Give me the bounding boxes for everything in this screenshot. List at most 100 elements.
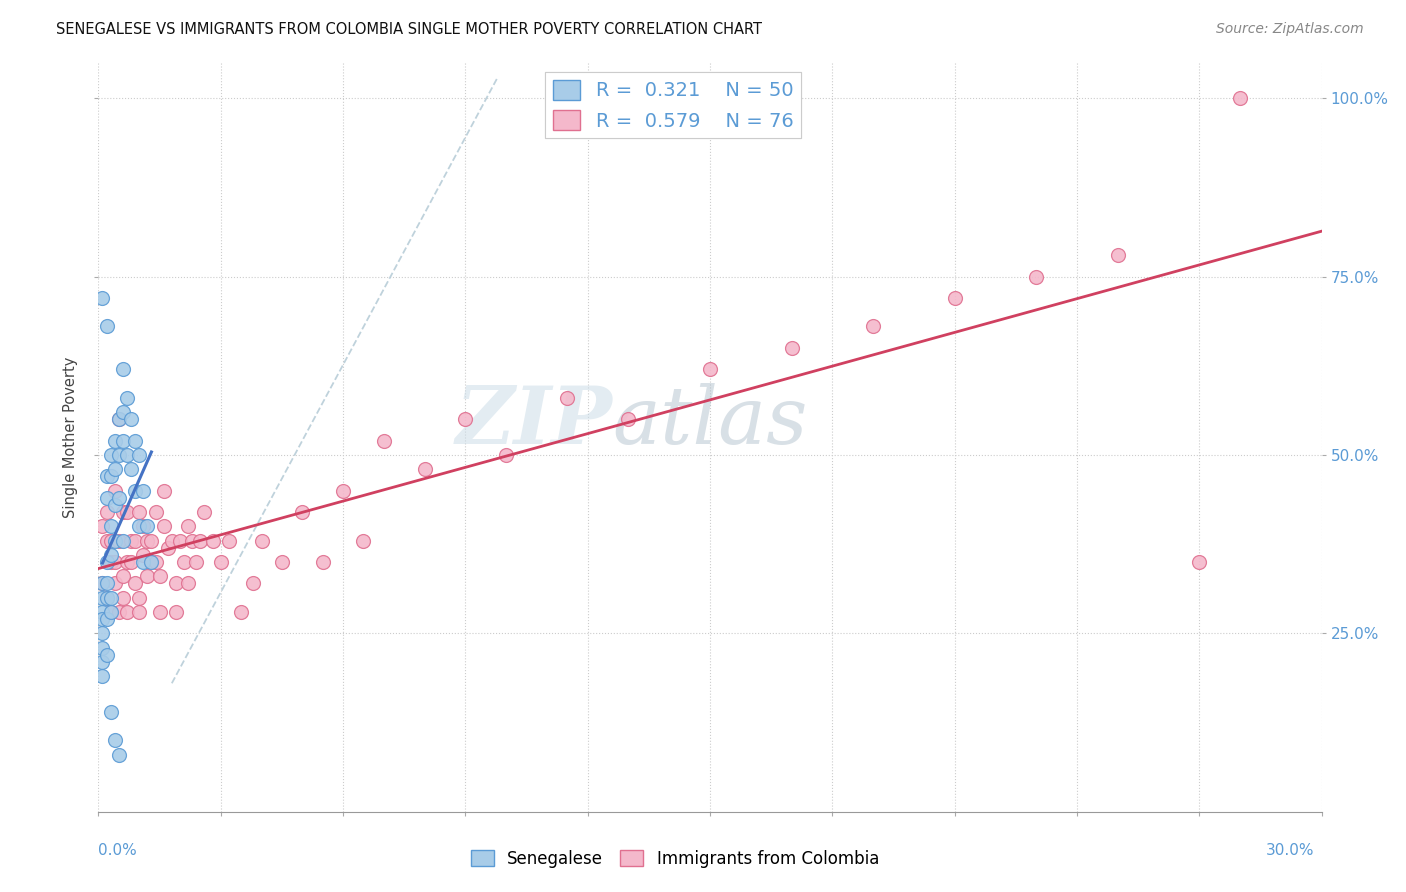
Point [91, 591, 114, 605]
Point [242, 576, 264, 591]
Point [209, 555, 232, 569]
Point [152, 483, 174, 498]
Point [141, 533, 163, 548]
Point [108, 491, 131, 505]
Point [96, 469, 118, 483]
Point [218, 533, 240, 548]
Point [91, 655, 114, 669]
Point [1188, 555, 1211, 569]
Point [152, 519, 174, 533]
Point [115, 505, 138, 519]
Point [132, 548, 155, 562]
Point [128, 591, 150, 605]
Point [188, 533, 212, 548]
Point [96, 319, 118, 334]
Point [100, 548, 122, 562]
Point [136, 569, 159, 583]
Point [156, 541, 179, 555]
Point [104, 434, 127, 448]
Point [165, 576, 187, 591]
Point [270, 555, 294, 569]
Point [177, 519, 200, 533]
Text: 0.0%: 0.0% [98, 843, 138, 858]
Point [132, 555, 155, 569]
Point [100, 605, 122, 619]
Point [100, 533, 122, 548]
Point [1107, 248, 1129, 262]
Point [557, 391, 579, 405]
Point [108, 605, 131, 619]
Point [120, 462, 142, 476]
Point [100, 469, 122, 483]
Point [373, 434, 395, 448]
Point [104, 555, 127, 569]
Point [250, 533, 273, 548]
Point [91, 291, 114, 305]
Point [132, 483, 155, 498]
Point [132, 519, 155, 533]
Point [169, 533, 191, 548]
Point [111, 405, 134, 419]
Point [108, 533, 131, 548]
Point [115, 605, 138, 619]
Point [181, 533, 204, 548]
Point [352, 533, 374, 548]
Point [91, 519, 114, 533]
Point [96, 591, 118, 605]
Point [149, 605, 172, 619]
Point [115, 391, 138, 405]
Point [124, 576, 146, 591]
Text: 30.0%: 30.0% [1267, 843, 1315, 858]
Point [136, 519, 159, 533]
Point [100, 448, 122, 462]
Point [780, 341, 803, 355]
Point [104, 576, 127, 591]
Point [231, 605, 253, 619]
Point [141, 555, 163, 569]
Point [1229, 91, 1251, 105]
Point [100, 705, 122, 719]
Point [193, 505, 215, 519]
Point [91, 640, 114, 655]
Point [104, 498, 127, 512]
Point [128, 448, 150, 462]
Point [91, 626, 114, 640]
Point [111, 505, 134, 519]
Point [104, 483, 127, 498]
Point [91, 576, 114, 591]
Point [413, 462, 436, 476]
Point [177, 576, 200, 591]
Point [108, 448, 131, 462]
Point [120, 533, 142, 548]
Text: SENEGALESE VS IMMIGRANTS FROM COLOMBIA SINGLE MOTHER POVERTY CORRELATION CHART: SENEGALESE VS IMMIGRANTS FROM COLOMBIA S… [56, 22, 762, 37]
Point [332, 483, 354, 498]
Point [111, 569, 134, 583]
Point [108, 747, 131, 762]
Y-axis label: Single Mother Poverty: Single Mother Poverty [63, 357, 79, 517]
Point [96, 591, 118, 605]
Point [91, 605, 114, 619]
Point [96, 505, 118, 519]
Point [96, 612, 118, 626]
Point [124, 533, 146, 548]
Point [108, 412, 131, 426]
Point [201, 533, 224, 548]
Point [115, 448, 138, 462]
Legend: Senegalese, Immigrants from Colombia: Senegalese, Immigrants from Colombia [464, 844, 886, 875]
Point [96, 648, 118, 662]
Point [108, 412, 131, 426]
Point [96, 576, 118, 591]
Point [120, 412, 142, 426]
Point [165, 605, 187, 619]
Point [111, 533, 134, 548]
Point [136, 533, 159, 548]
Point [100, 591, 122, 605]
Point [128, 519, 150, 533]
Point [149, 569, 172, 583]
Point [128, 505, 150, 519]
Point [100, 605, 122, 619]
Point [96, 555, 118, 569]
Point [111, 434, 134, 448]
Point [100, 519, 122, 533]
Point [96, 533, 118, 548]
